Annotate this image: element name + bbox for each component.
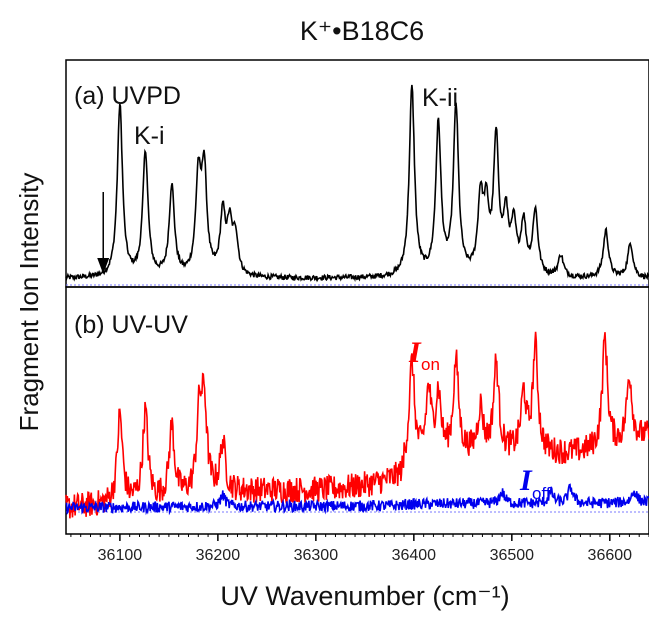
chart-title: K⁺•B18C6 [300, 16, 424, 46]
series-label-on-main: I [408, 336, 422, 369]
x-tick-label: 36100 [98, 547, 143, 564]
series-label-off: I off [519, 464, 551, 503]
x-axis: 36100 36200 36300 36400 36500 36600 [70, 534, 649, 564]
annotation-k-i: K-i [134, 122, 165, 150]
x-tick-label: 36300 [294, 547, 339, 564]
series-label-off-sub: off [532, 484, 551, 503]
panel-b-traces [65, 331, 649, 519]
x-tick-label: 36200 [196, 547, 241, 564]
arrow-marker [97, 192, 110, 274]
panel-a-traces [65, 84, 649, 283]
y-axis-label: Fragment Ion Intensity [14, 173, 44, 432]
series-label-off-main: I [519, 464, 533, 497]
series-label-on: I on [408, 336, 440, 374]
ion-trace [65, 331, 649, 519]
uvpd-trace [65, 84, 649, 283]
annotation-k-ii: K-ii [422, 84, 458, 112]
x-tick-label: 36600 [588, 547, 633, 564]
ioff-trace [65, 483, 649, 516]
panel-a-label: (a) UVPD [74, 82, 181, 110]
x-axis-label: UV Wavenumber (cm⁻¹) [220, 581, 509, 611]
x-tick-label: 36500 [490, 547, 535, 564]
panel-b-frame [65, 286, 649, 535]
series-label-on-sub: on [421, 355, 440, 374]
x-tick-label: 36400 [392, 547, 437, 564]
panel-b-label: (b) UV-UV [74, 311, 188, 339]
